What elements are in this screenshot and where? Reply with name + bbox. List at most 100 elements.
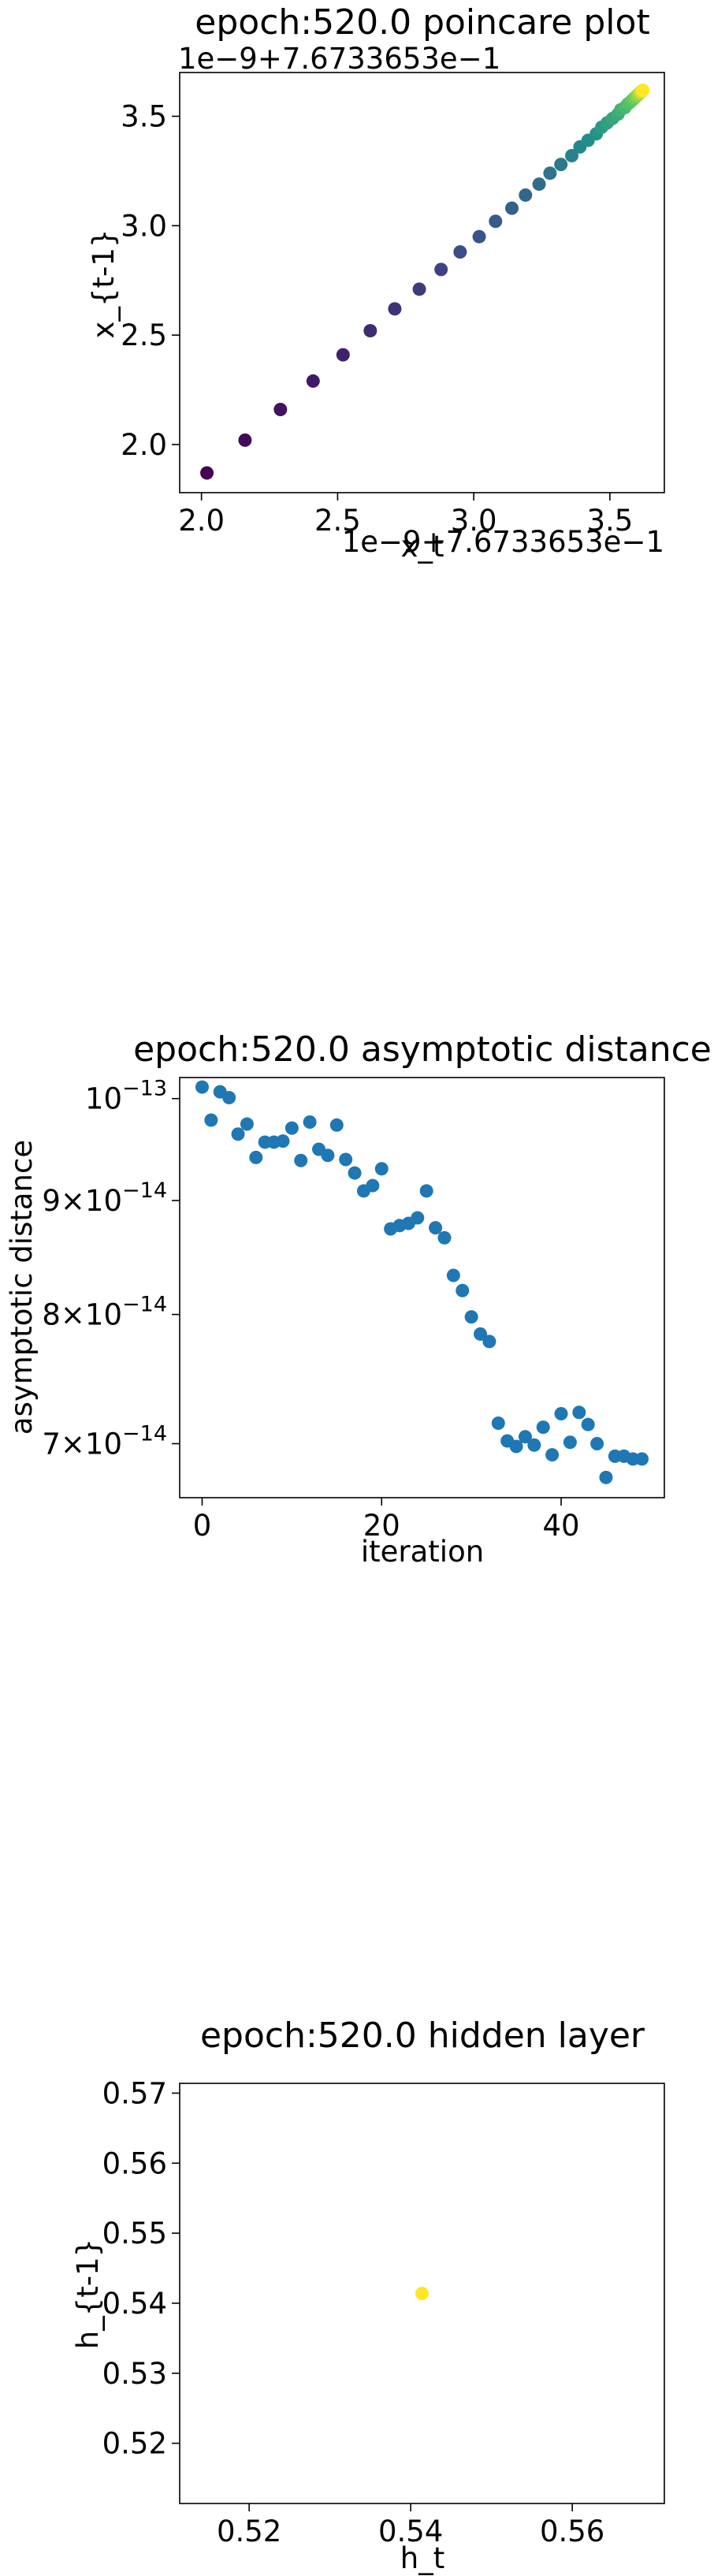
data-point (482, 1335, 496, 1349)
y-axis-label: h_{t-1} (71, 2239, 105, 2349)
data-point (195, 1080, 209, 1094)
data-point (565, 148, 579, 162)
data-point (545, 1448, 560, 1462)
data-point (231, 1127, 245, 1141)
x-tick-label: 0.52 (217, 2515, 281, 2548)
data-point (472, 229, 486, 244)
y-tick-label: 9×10−14 (42, 1178, 167, 1218)
data-point (543, 166, 557, 181)
y-tick-label: 2.5 (121, 318, 167, 352)
data-point (519, 188, 533, 202)
y-tick-mantissa: 9×10 (42, 1184, 122, 1218)
data-point (273, 403, 288, 417)
data-point (456, 1283, 470, 1297)
y-tick-mantissa: 7×10 (42, 1427, 122, 1461)
data-point (590, 1436, 604, 1450)
data-point (374, 1162, 389, 1176)
data-point (489, 214, 503, 229)
chart-title: epoch:520.0 hidden layer (200, 2016, 645, 2056)
x-tick-label: 0.54 (378, 2515, 443, 2548)
y-tick-label: 8×10−14 (42, 1293, 167, 1332)
y-tick-label: 2.0 (121, 428, 167, 462)
data-point (446, 1268, 460, 1282)
data-point (249, 1150, 263, 1164)
y-tick-label: 7×10−14 (42, 1421, 167, 1461)
data-point (453, 245, 467, 259)
data-point (509, 1439, 523, 1454)
data-point (419, 1184, 433, 1198)
data-point (336, 348, 350, 362)
x-axis-label: iteration (361, 1535, 484, 1569)
plot-frame (179, 1077, 665, 1498)
y-tick-label: 0.55 (102, 2217, 167, 2250)
plot-frame (179, 2083, 665, 2504)
y-tick-label: 0.53 (102, 2357, 167, 2391)
chart-title: epoch:520.0 asymptotic distance (133, 1029, 712, 1070)
data-point (581, 1417, 595, 1431)
data-point (303, 1115, 317, 1130)
x-tick-label: 0.56 (540, 2515, 604, 2548)
data-point (554, 1407, 568, 1421)
data-point (321, 1148, 335, 1163)
data-point (339, 1152, 353, 1167)
chart-title: epoch:520.0 poincare plot (195, 2, 649, 43)
y-tick-label: 3.0 (121, 209, 167, 243)
data-point (411, 1211, 425, 1225)
data-point (388, 302, 402, 316)
data-point (348, 1166, 362, 1180)
x-tick-label: 2.0 (178, 504, 225, 538)
y-tick-mantissa: 10 (85, 1082, 122, 1116)
data-point (238, 433, 252, 447)
data-point (363, 324, 377, 338)
data-point (563, 1435, 577, 1450)
y-tick-label: 0.56 (102, 2146, 167, 2180)
x-tick-label: 20 (363, 1509, 400, 1543)
y-axis-label: x_{t-1} (87, 229, 121, 339)
data-point (491, 1416, 505, 1430)
x-tick-label: 0 (193, 1509, 212, 1543)
data-point (527, 1438, 541, 1452)
data-point (532, 177, 546, 192)
y-offset-text: 1e−9+7.6733653e−1 (178, 42, 500, 76)
x-axis-label: h_t (400, 2541, 444, 2575)
data-point (222, 1090, 236, 1104)
y-tick-exponent: −14 (122, 1421, 167, 1446)
data-point (240, 1117, 254, 1131)
data-point (474, 1327, 488, 1341)
data-point (412, 282, 426, 296)
plot-frame (179, 72, 665, 493)
y-tick-label: 10−13 (85, 1077, 167, 1116)
y-tick-exponent: −14 (122, 1293, 167, 1317)
hidden-layer-plot: epoch:520.0 hidden layer 0.52 0.54 0.56 0.52… (71, 2016, 665, 2575)
y-tick-exponent: −13 (122, 1077, 167, 1101)
data-point (636, 83, 650, 97)
data-point (518, 1430, 532, 1444)
data-point (366, 1178, 380, 1193)
data-point (415, 2287, 429, 2300)
data-point (329, 1118, 344, 1132)
y-tick-mantissa: 8×10 (42, 1298, 122, 1332)
y-tick-label: 3.5 (121, 100, 167, 134)
y-tick-label: 0.54 (102, 2287, 167, 2321)
data-point (599, 1470, 613, 1484)
data-point (437, 1230, 452, 1245)
x-tick-label: 2.5 (314, 504, 361, 538)
data-point (306, 374, 320, 388)
poincare-plot: epoch:520.0 poincare plot1e−9+7.6733653e… (87, 2, 665, 564)
data-point (204, 1113, 218, 1127)
data-point (464, 1310, 478, 1324)
x-axis-label: x_t (401, 530, 444, 564)
data-point (276, 1134, 290, 1148)
x-tick-label: 40 (542, 1509, 579, 1543)
data-point (434, 262, 448, 277)
x-tick-label: 3.5 (586, 504, 633, 538)
data-point (536, 1420, 550, 1435)
data-point (294, 1153, 308, 1167)
data-point (200, 466, 214, 480)
data-point (429, 1221, 443, 1235)
data-point (554, 158, 568, 172)
x-tick-label: 3.0 (451, 504, 497, 538)
y-tick-label: 0.57 (102, 2076, 167, 2110)
data-point (635, 1452, 649, 1466)
